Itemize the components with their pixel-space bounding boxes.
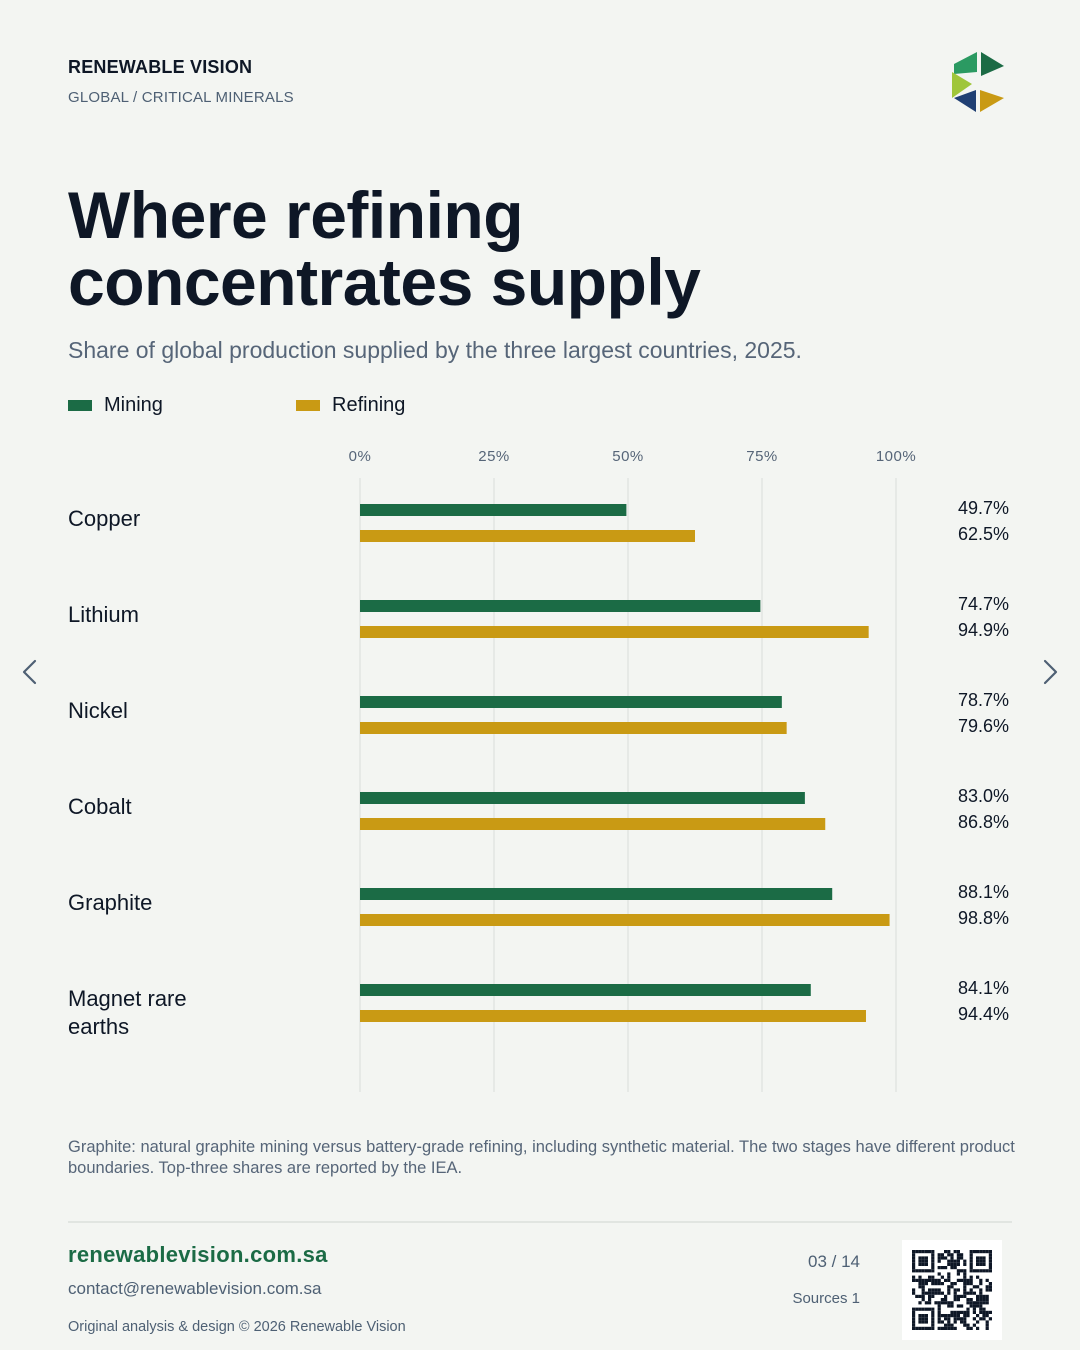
category-label: Graphite: [68, 890, 152, 915]
bar-refining: [360, 818, 826, 830]
legend-item-mining: Mining: [68, 394, 163, 417]
legend-swatch-mining: [68, 400, 92, 411]
footer-divider: [68, 1221, 1012, 1223]
page-counter: 03 / 14: [808, 1252, 860, 1271]
legend-label-mining: Mining: [104, 394, 163, 416]
category-label: Magnet rare: [68, 986, 187, 1011]
bar-refining: [360, 530, 695, 542]
bar-refining: [360, 722, 787, 734]
x-tick-label: 25%: [478, 448, 510, 465]
data-label-refining: 94.4%: [958, 1004, 1009, 1024]
bar-refining: [360, 914, 890, 926]
bar-refining: [360, 1010, 866, 1022]
bar-refining: [360, 626, 869, 638]
qr-code: [902, 1240, 1002, 1340]
bar-mining: [360, 888, 833, 900]
data-label-refining: 94.9%: [958, 620, 1009, 640]
data-label-mining: 84.1%: [958, 978, 1009, 998]
chevron-left-icon: [22, 659, 37, 685]
page-title: Where refining concentrates supply: [68, 182, 968, 316]
data-label-refining: 62.5%: [958, 524, 1009, 544]
x-tick-label: 100%: [876, 448, 916, 465]
category-label: Copper: [68, 506, 140, 531]
bar-mining: [360, 504, 627, 516]
category-label: Nickel: [68, 698, 128, 723]
contact-email[interactable]: contact@renewablevision.com.sa: [68, 1279, 322, 1298]
chart-legend: Mining Refining: [68, 394, 768, 420]
brand-logo-icon: [952, 52, 1004, 112]
sources-count: Sources 1: [792, 1290, 860, 1307]
data-label-mining: 88.1%: [958, 882, 1009, 902]
data-label-mining: 49.7%: [958, 498, 1009, 518]
section-breadcrumb: GLOBAL / CRITICAL MINERALS: [68, 89, 294, 106]
x-tick-label: 75%: [746, 448, 778, 465]
legend-item-refining: Refining: [296, 394, 405, 417]
chevron-right-icon: [1043, 659, 1058, 685]
data-label-refining: 98.8%: [958, 908, 1009, 928]
bar-mining: [360, 984, 811, 996]
bar-mining: [360, 600, 761, 612]
data-label-mining: 74.7%: [958, 594, 1009, 614]
data-label-mining: 83.0%: [958, 786, 1009, 806]
legend-label-refining: Refining: [332, 394, 406, 416]
bar-mining: [360, 696, 782, 708]
data-label-refining: 86.8%: [958, 812, 1009, 832]
next-slide-button[interactable]: [1030, 652, 1070, 692]
category-label: earths: [68, 1014, 129, 1039]
qr-code-icon: [912, 1250, 992, 1330]
title-line-2: concentrates supply: [68, 245, 701, 319]
chart-footnote: Graphite: natural graphite mining versus…: [68, 1138, 1015, 1177]
brand-name: RENEWABLE VISION: [68, 57, 253, 77]
page-subtitle: Share of global production supplied by t…: [68, 337, 802, 363]
category-label: Lithium: [68, 602, 139, 627]
data-label-refining: 79.6%: [958, 716, 1009, 736]
previous-slide-button[interactable]: [10, 652, 50, 692]
category-label: Cobalt: [68, 794, 132, 819]
x-tick-label: 50%: [612, 448, 644, 465]
bar-mining: [360, 792, 805, 804]
bar-chart: 0% 25% 50% 75% 100% Copper 49.7% 62.5% Lithium 74…: [68, 448, 1009, 1092]
title-line-1: Where refining: [68, 178, 524, 252]
legend-swatch-refining: [296, 400, 320, 411]
copyright-credit: Original analysis & design © 2026 Renewa…: [68, 1319, 406, 1335]
x-tick-label: 0%: [349, 448, 372, 465]
website-link[interactable]: renewablevision.com.sa: [68, 1242, 328, 1267]
data-label-mining: 78.7%: [958, 690, 1009, 710]
